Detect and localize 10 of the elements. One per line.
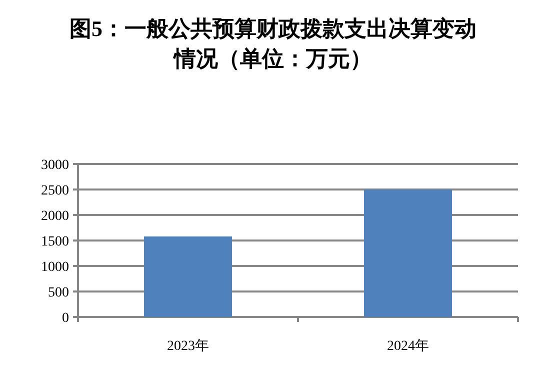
y-tick-label: 3000 (41, 158, 69, 173)
y-tick-label: 0 (62, 311, 69, 326)
chart-title: 图5：一般公共预算财政拨款支出决算变动情况（单位：万元） (70, 16, 476, 71)
x-tick-label: 2024年 (387, 338, 429, 354)
y-tick-label: 500 (48, 286, 69, 300)
y-tick-label: 1500 (41, 234, 69, 250)
y-tick-label: 2500 (41, 184, 69, 198)
y-tick-label: 2000 (41, 209, 69, 224)
x-tick-label: 2023年 (167, 338, 209, 354)
y-tick-label: 1000 (41, 260, 69, 275)
